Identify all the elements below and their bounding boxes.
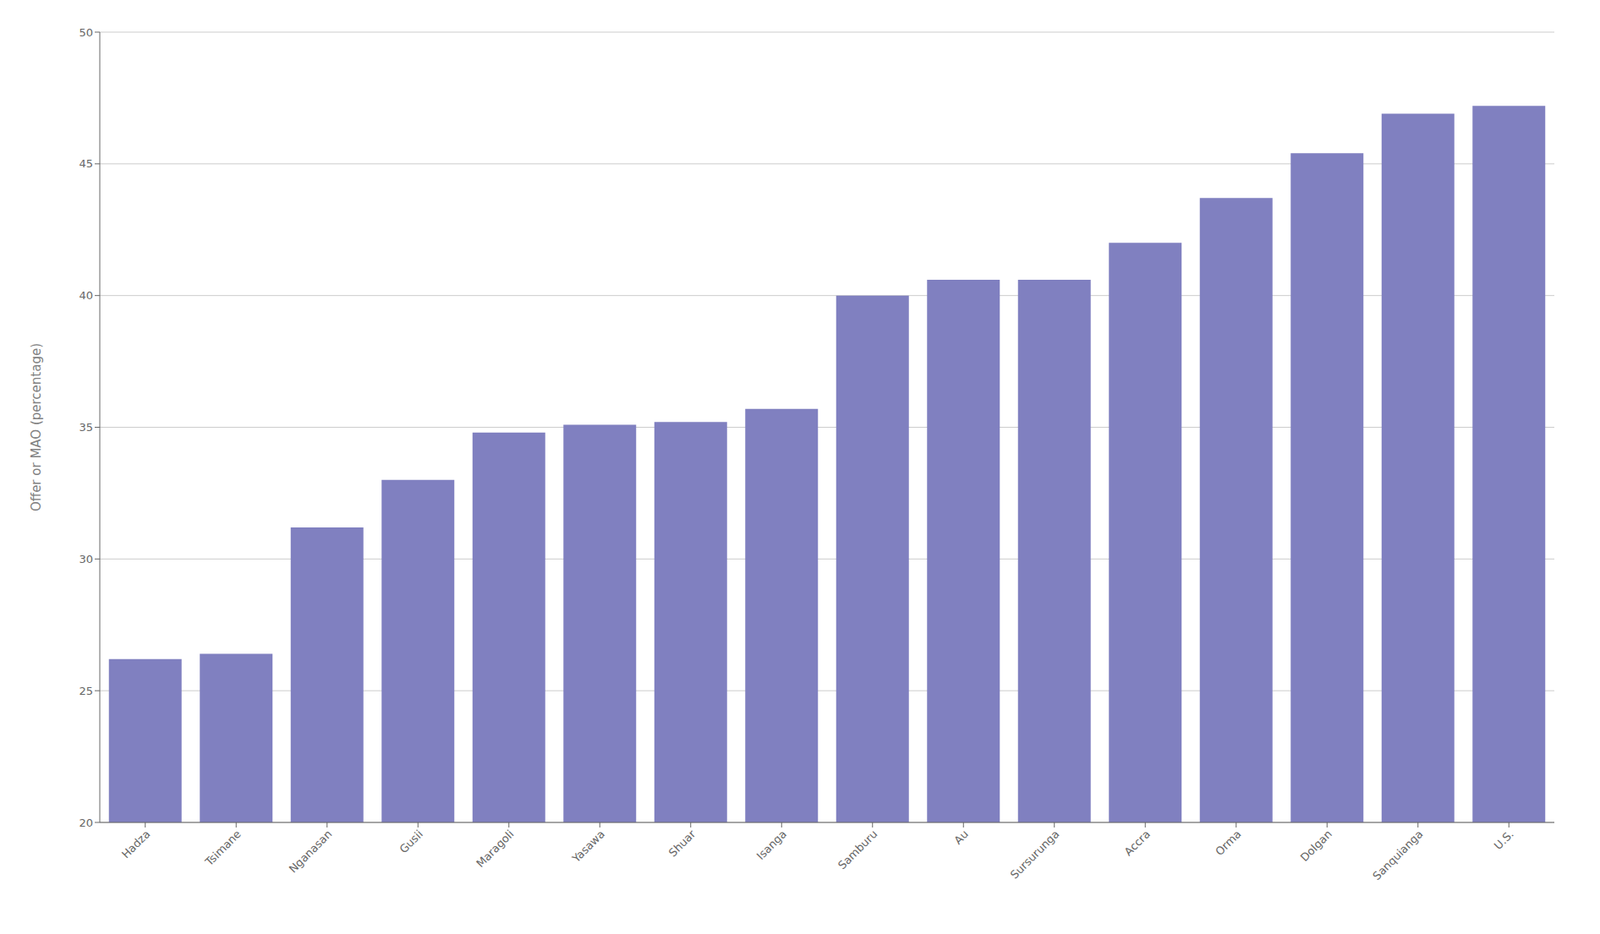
svg-text:Shuar: Shuar: [666, 827, 699, 861]
svg-text:Gusii: Gusii: [396, 827, 425, 856]
svg-text:Isanga: Isanga: [754, 827, 790, 863]
svg-text:Accra: Accra: [1122, 827, 1153, 859]
svg-text:Yasawa: Yasawa: [569, 827, 608, 866]
svg-text:Nganasan: Nganasan: [286, 827, 335, 877]
svg-text:35: 35: [78, 421, 94, 434]
svg-text:30: 30: [78, 553, 94, 566]
svg-text:U.S.: U.S.: [1491, 827, 1517, 853]
svg-text:Samburu: Samburu: [835, 827, 880, 872]
svg-text:Hadza: Hadza: [119, 827, 153, 861]
svg-text:Offer or MAO (percentage): Offer or MAO (percentage): [28, 343, 44, 512]
svg-text:Dolgan: Dolgan: [1298, 827, 1335, 865]
svg-text:45: 45: [78, 157, 94, 170]
svg-text:Orma: Orma: [1212, 827, 1244, 859]
svg-text:Au: Au: [951, 827, 971, 848]
svg-text:20: 20: [78, 816, 94, 830]
svg-text:25: 25: [78, 684, 94, 698]
svg-text:Sanquianga: Sanquianga: [1369, 827, 1425, 883]
svg-text:Sursurunga: Sursurunga: [1008, 827, 1063, 883]
svg-text:Maragoli: Maragoli: [473, 827, 516, 871]
svg-text:Tsimane: Tsimane: [202, 827, 244, 870]
svg-text:40: 40: [78, 289, 94, 302]
svg-text:50: 50: [78, 26, 94, 39]
